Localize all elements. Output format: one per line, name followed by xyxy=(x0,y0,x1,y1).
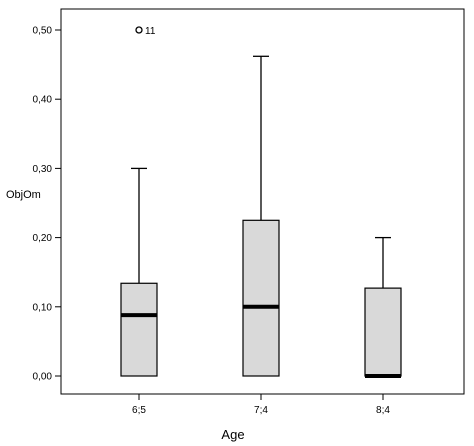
y-axis: 0,00 0,10 0,20 0,30 0,40 0,50 xyxy=(33,26,61,383)
y-tick-label: 0,50 xyxy=(33,26,53,37)
x-tick-label: 8;4 xyxy=(376,405,390,416)
box-iqr xyxy=(364,287,402,377)
boxes-group: 11 xyxy=(120,26,402,378)
y-tick-label: 0,00 xyxy=(33,372,53,383)
y-axis-title: ObjOm xyxy=(6,189,41,201)
y-tick-label: 0,40 xyxy=(33,95,53,106)
y-tick-label: 0,30 xyxy=(33,164,53,175)
box-iqr xyxy=(242,219,280,377)
x-axis: 6;5 7;4 8;4 xyxy=(132,394,390,416)
x-tick-label: 7;4 xyxy=(254,405,268,416)
outlier-point xyxy=(135,26,143,34)
x-tick-label: 6;5 xyxy=(132,405,146,416)
box-iqr xyxy=(120,282,158,377)
y-tick-label: 0,10 xyxy=(33,302,53,313)
y-tick-label: 0,20 xyxy=(33,233,53,244)
plot-frame xyxy=(60,8,465,395)
x-axis-title: Age xyxy=(221,427,244,442)
outlier-label: 11 xyxy=(145,26,156,37)
